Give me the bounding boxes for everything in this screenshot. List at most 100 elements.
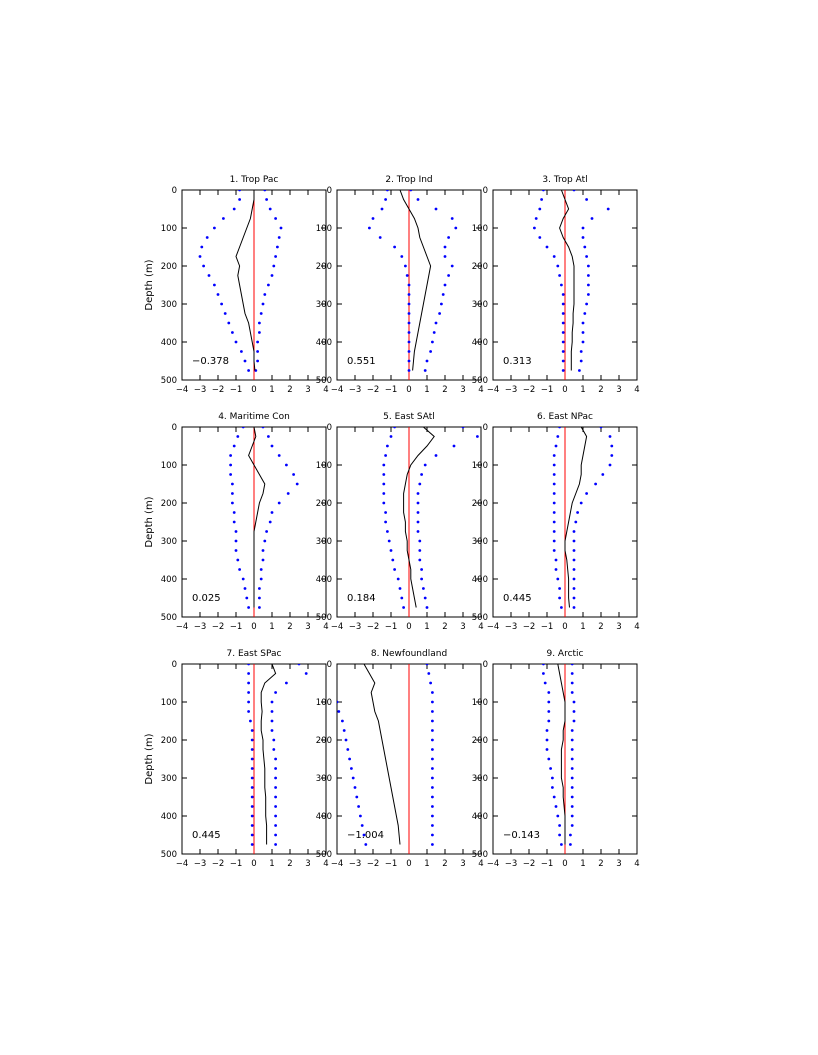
upper-bound-point (277, 236, 281, 239)
upper-bound-point (454, 226, 458, 230)
upper-bound-point (274, 217, 277, 220)
x-tick-label: 0 (251, 859, 256, 869)
y-tick-label: 100 (316, 698, 332, 708)
lower-bound-point (561, 312, 565, 315)
lower-bound-point (561, 359, 565, 363)
upper-bound-point (570, 814, 574, 818)
y-tick-label: 200 (161, 499, 177, 509)
y-tick-label: 300 (316, 300, 332, 310)
y-tick-label: 500 (472, 850, 488, 860)
upper-bound-point (258, 321, 261, 325)
x-tick-label: 0 (406, 859, 411, 869)
upper-bound-point (569, 843, 572, 846)
lower-bound-point (247, 606, 251, 609)
upper-bound-point (263, 293, 267, 296)
lower-bound-point (552, 539, 556, 543)
lower-bound-point (337, 700, 339, 704)
upper-bound-point (416, 530, 420, 533)
x-tick-label: 3 (460, 385, 465, 395)
lower-bound-point (238, 198, 242, 201)
upper-bound-point (579, 350, 583, 353)
y-tick-label: 300 (161, 774, 177, 784)
y-tick-label: 200 (161, 736, 177, 746)
x-tick-label: −2 (212, 622, 225, 632)
upper-bound-point (416, 198, 420, 201)
panel-annotation: 0.445 (192, 830, 221, 841)
upper-bound-point (272, 748, 276, 751)
panel-5: 5. East SAtl −4 −3 −2 −1 0 1 2 3 4 0 100 200 300 400 50… (316, 412, 484, 632)
upper-bound-point (572, 530, 576, 533)
lower-bound-point (561, 340, 565, 344)
lower-bound-point (398, 587, 402, 590)
upper-bound-point (285, 681, 288, 685)
lower-bound-point (236, 558, 240, 562)
lower-bound-point (351, 776, 355, 780)
lower-bound-point (558, 587, 561, 590)
lower-bound-point (382, 473, 386, 476)
lower-bound-point (380, 207, 384, 211)
upper-bound-point (570, 767, 574, 770)
upper-bound-point (274, 795, 277, 799)
upper-bound-point (422, 587, 425, 590)
upper-bound-point (256, 359, 259, 363)
lower-bound-point (229, 454, 233, 457)
upper-bound-point (581, 321, 585, 325)
x-tick-label: 1 (424, 622, 429, 632)
upper-bound-point (263, 539, 267, 543)
lower-bound-point (384, 511, 387, 514)
y-tick-label: 0 (327, 660, 332, 670)
lower-bound-point (547, 757, 551, 761)
lower-bound-point (249, 719, 252, 723)
y-tick-label: 500 (161, 613, 177, 623)
lower-bound-point (552, 492, 556, 495)
upper-bound-point (431, 719, 434, 723)
x-tick-label: 2 (442, 622, 447, 632)
lower-bound-point (552, 473, 556, 476)
y-tick-label: 0 (172, 186, 177, 196)
upper-bound-point (574, 520, 578, 524)
upper-bound-point (274, 776, 277, 780)
lower-bound-point (407, 369, 411, 372)
y-tick-label: 0 (327, 423, 332, 433)
lower-bound-point (364, 843, 368, 846)
lower-bound-point (234, 549, 238, 552)
upper-bound-point (263, 190, 267, 192)
plot-area (247, 664, 308, 846)
panel-3: 3. Trop Atl −4 −3 −2 −1 0 1 2 3 4 0 100 200 300 400 500… (472, 175, 640, 395)
y-tick-label: 0 (483, 660, 488, 670)
y-tick-label: 100 (161, 698, 177, 708)
x-tick-label: 1 (580, 622, 585, 632)
lower-bound-point (346, 748, 350, 751)
upper-bound-point (585, 198, 588, 201)
profile-line (403, 427, 435, 608)
panel-annotation: 0.025 (192, 593, 221, 604)
upper-bound-point (570, 681, 574, 685)
lower-bound-point (405, 274, 409, 277)
x-tick-label: −2 (367, 859, 380, 869)
lower-bound-point (371, 217, 375, 220)
x-tick-label: −3 (505, 385, 518, 395)
upper-bound-point (268, 207, 272, 211)
y-tick-label: 200 (472, 499, 488, 509)
upper-bound-point (440, 302, 443, 306)
y-tick-label: 0 (172, 423, 177, 433)
lower-bound-point (223, 312, 227, 315)
lower-bound-point (344, 738, 348, 742)
upper-bound-point (610, 454, 614, 457)
lower-bound-point (542, 672, 545, 675)
upper-bound-point (581, 236, 585, 239)
y-tick-label: 300 (472, 537, 488, 547)
x-tick-label: −3 (194, 622, 207, 632)
upper-bound-point (431, 729, 434, 732)
upper-bound-point (259, 568, 263, 571)
lower-bound-point (552, 530, 556, 533)
y-tick-label: 200 (472, 736, 488, 746)
x-tick-label: 3 (616, 385, 621, 395)
x-tick-label: 4 (478, 859, 483, 869)
lower-bound-point (232, 444, 236, 448)
x-tick-label: −3 (349, 859, 362, 869)
panel-title: 3. Trop Atl (542, 175, 587, 185)
upper-bound-point (443, 245, 447, 249)
lower-bound-point (241, 577, 245, 581)
upper-bound-point (270, 511, 274, 514)
